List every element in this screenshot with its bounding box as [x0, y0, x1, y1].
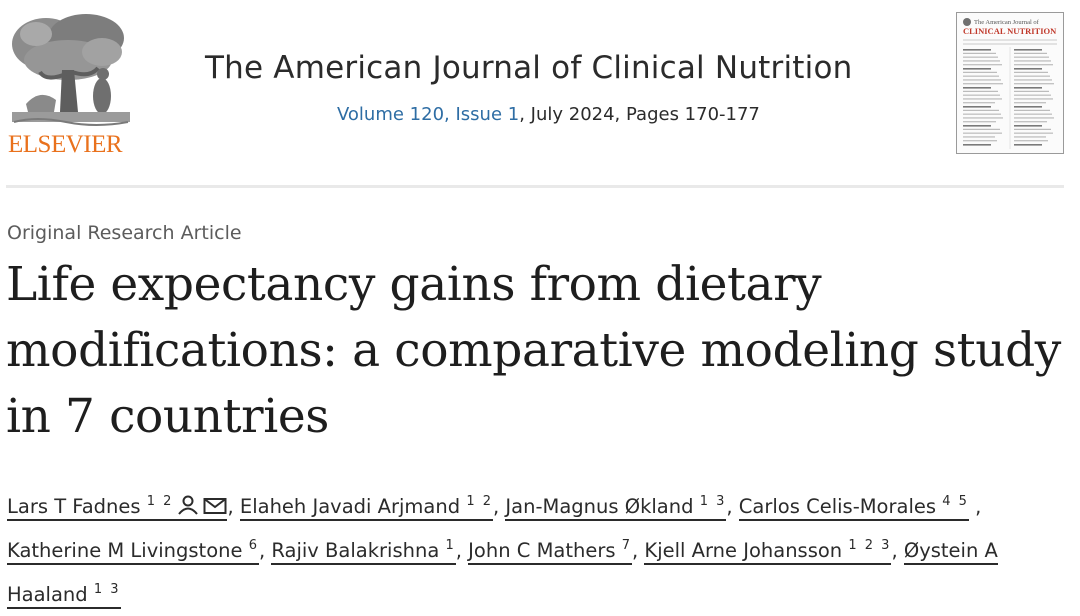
- author-affiliation: 7: [621, 538, 632, 553]
- author-name: John C Mathers: [468, 539, 622, 562]
- cover-line-1: The American Journal of: [974, 19, 1040, 26]
- issue-link[interactable]: Volume 120, Issue 1: [337, 104, 520, 125]
- elsevier-logo[interactable]: [6, 12, 136, 160]
- journal-cover-thumbnail[interactable]: The American Journal of CLINICAL NUTRITI…: [956, 12, 1064, 154]
- header-divider: [6, 185, 1064, 188]
- author-separator: ,: [493, 495, 506, 518]
- author-separator: ,: [891, 539, 904, 562]
- publisher-wordmark: ELSEVIER: [8, 131, 123, 158]
- author-affiliation: 6: [248, 538, 259, 553]
- author-link[interactable]: Øystein A Haaland 1 3: [7, 539, 998, 609]
- author-name: Carlos Celis-Morales: [738, 495, 943, 518]
- article-type: Original Research Article: [7, 222, 242, 244]
- author-name: Lars T Fadnes: [7, 495, 147, 518]
- author-list: Lars T Fadnes 1 2, Elaheh Javadi Arjmand…: [7, 482, 1075, 614]
- author-affiliation: 1 2 3: [848, 538, 892, 553]
- issue-line: Volume 120, Issue 1, July 2024, Pages 17…: [337, 104, 760, 125]
- tree-of-knowledge-icon: [12, 14, 130, 126]
- author-separator: ,: [632, 539, 645, 562]
- author-name: Jan-Magnus Økland: [505, 495, 700, 518]
- author-affiliation: 1 3: [699, 494, 727, 509]
- author-link[interactable]: Katherine M Livingstone 6: [7, 538, 259, 565]
- email-icon[interactable]: [203, 497, 227, 515]
- author-affiliation: 1 3: [93, 582, 121, 597]
- issue-details: , July 2024, Pages 170-177: [519, 104, 760, 125]
- author-name: Elaheh Javadi Arjmand: [239, 495, 467, 518]
- author-separator: ,: [455, 539, 469, 562]
- author-affiliation: 1 2: [146, 494, 174, 509]
- author-name: Øystein A Haaland: [7, 539, 998, 606]
- journal-title[interactable]: The American Journal of Clinical Nutriti…: [205, 50, 853, 86]
- author-name: Rajiv Balakrishna: [271, 539, 446, 562]
- cover-page-icon: The American Journal of CLINICAL NUTRITI…: [963, 18, 1057, 149]
- author-link[interactable]: Kjell Arne Johansson 1 2 3: [644, 538, 892, 565]
- author-link[interactable]: Lars T Fadnes 1 2: [7, 494, 228, 521]
- author-name: Katherine M Livingstone: [7, 539, 249, 562]
- person-icon[interactable]: [177, 495, 199, 515]
- article-title: Life expectancy gains from dietary modif…: [6, 257, 1061, 444]
- author-link[interactable]: Elaheh Javadi Arjmand 1 2: [239, 494, 494, 521]
- author-link[interactable]: Rajiv Balakrishna 1: [271, 538, 456, 565]
- author-affiliation: 1 2: [466, 494, 494, 509]
- author-link[interactable]: Carlos Celis-Morales 4 5: [738, 494, 969, 521]
- author-separator: ,: [726, 495, 739, 518]
- author-name: Kjell Arne Johansson: [644, 539, 849, 562]
- author-separator: ,: [258, 539, 272, 562]
- cover-line-2: CLINICAL NUTRITION: [963, 26, 1057, 36]
- author-separator: ,: [227, 495, 240, 518]
- author-affiliation: 4 5: [942, 494, 969, 509]
- journal-header: ELSEVIER The American Journal of Clinica…: [0, 0, 1080, 188]
- author-link[interactable]: Jan-Magnus Økland 1 3: [505, 494, 727, 521]
- author-separator: ,: [968, 495, 982, 518]
- author-affiliation: 1: [445, 538, 456, 553]
- author-link[interactable]: John C Mathers 7: [468, 538, 632, 565]
